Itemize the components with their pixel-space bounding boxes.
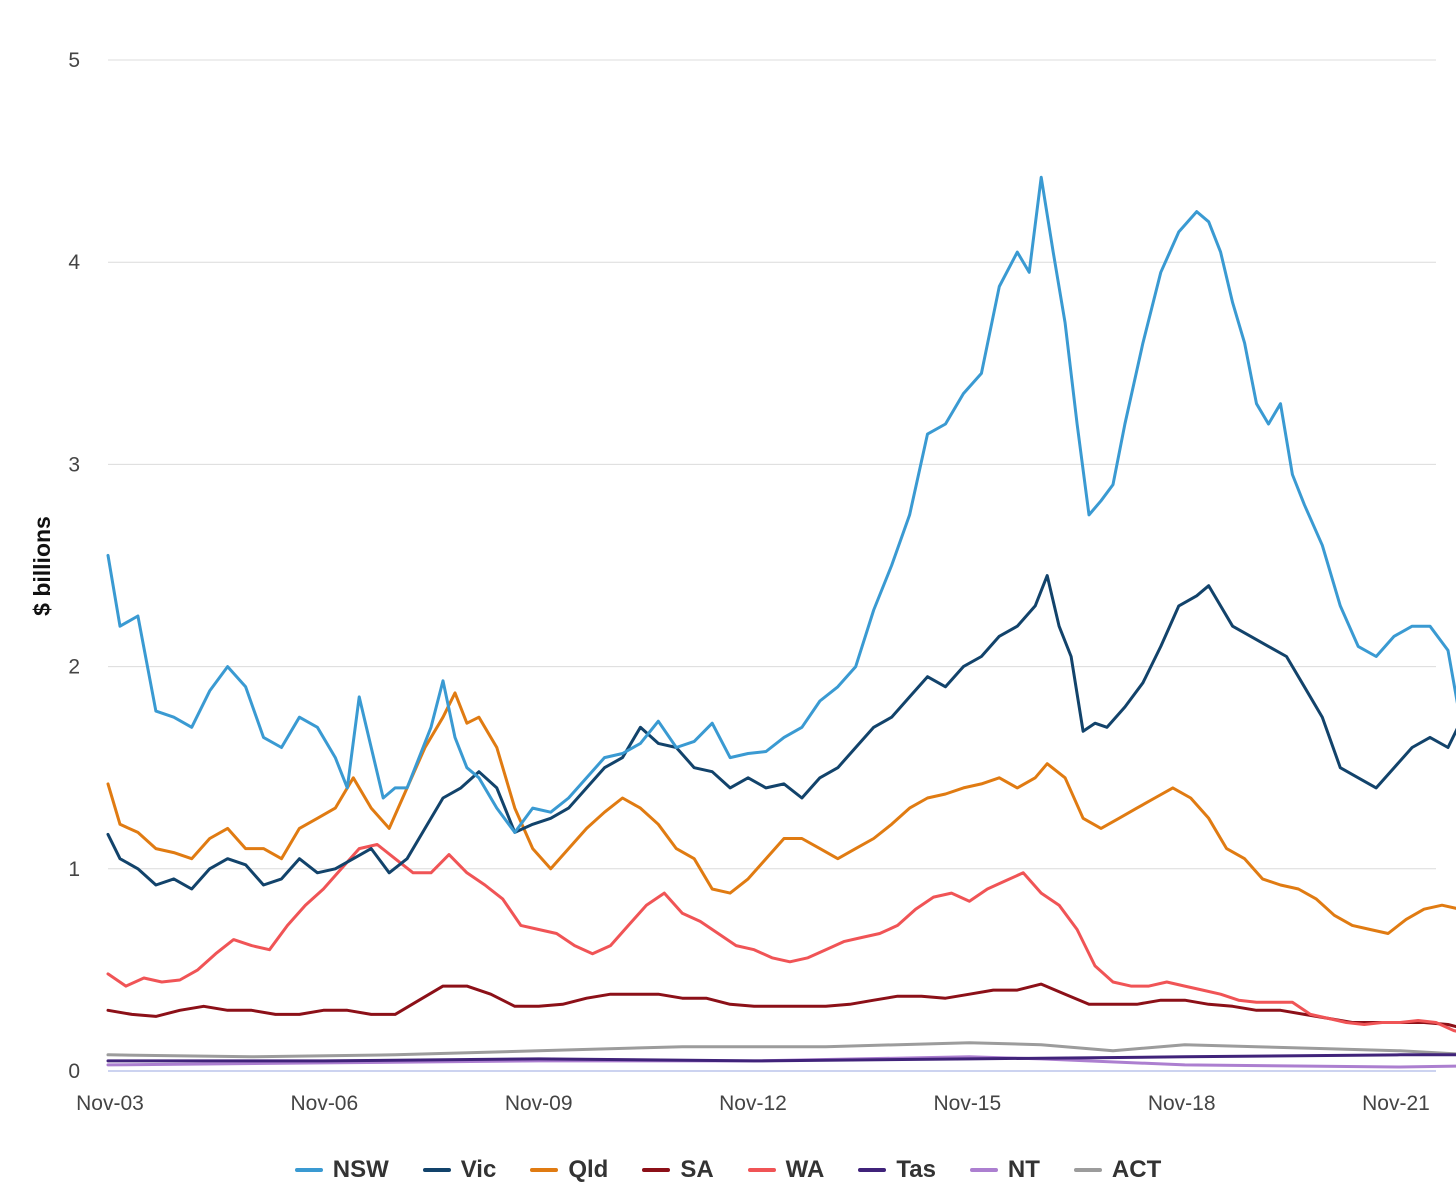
legend-swatch <box>642 1168 671 1172</box>
legend-item-act[interactable]: ACT <box>1073 1156 1162 1184</box>
series-line-qld <box>106 691 1456 935</box>
legend-label: ACT <box>1111 1156 1162 1183</box>
y-tick-label: 0 <box>68 1060 80 1083</box>
legend-swatch <box>858 1168 887 1172</box>
series-line-act <box>106 1041 1456 1059</box>
x-tick-label: Nov-21 <box>1362 1092 1430 1115</box>
legend-label: Vic <box>460 1156 497 1183</box>
legend-label: Qld <box>568 1156 609 1183</box>
legend-item-nsw[interactable]: NSW <box>294 1156 389 1184</box>
legend-swatch <box>1073 1168 1102 1172</box>
legend-label: WA <box>785 1156 825 1183</box>
series-line-wa <box>106 843 1456 1033</box>
y-axis-ticks: 0 1 2 3 4 5 <box>68 49 80 1083</box>
legend-label: NT <box>1007 1156 1040 1183</box>
series-line-sa <box>106 982 1456 1029</box>
legend-item-sa[interactable]: SA <box>642 1156 714 1184</box>
x-tick-label: Nov-03 <box>76 1092 144 1115</box>
legend-label: NSW <box>332 1156 389 1183</box>
x-tick-label: Nov-15 <box>933 1092 1001 1115</box>
legend-item-tas[interactable]: Tas <box>858 1156 936 1184</box>
legend-swatch <box>422 1168 451 1172</box>
legend-item-vic[interactable]: Vic <box>422 1156 497 1184</box>
legend-swatch <box>969 1168 998 1172</box>
x-tick-label: Nov-12 <box>719 1092 787 1115</box>
series-line-vic <box>106 574 1456 891</box>
legend-item-wa[interactable]: WA <box>747 1156 825 1184</box>
y-tick-label: 1 <box>68 858 80 881</box>
series-line-tas <box>106 1053 1456 1063</box>
gridlines <box>108 59 1436 870</box>
x-tick-label: Nov-18 <box>1148 1092 1216 1115</box>
legend-label: Tas <box>896 1156 936 1183</box>
legend-swatch <box>294 1168 323 1172</box>
y-axis-label: $ billions <box>29 516 55 616</box>
x-tick-label: Nov-06 <box>290 1092 358 1115</box>
legend-item-qld[interactable]: Qld <box>530 1156 608 1184</box>
series-line-nsw <box>106 175 1456 834</box>
legend-swatch <box>747 1168 776 1172</box>
legend-item-nt[interactable]: NT <box>969 1156 1040 1184</box>
y-tick-label: 4 <box>68 251 80 274</box>
legend: NSW Vic Qld SA WA Tas NT ACT <box>0 1150 1456 1190</box>
series-lines <box>106 175 1456 1069</box>
y-tick-label: 2 <box>68 656 80 679</box>
y-tick-label: 5 <box>68 49 80 72</box>
x-tick-label: Nov-09 <box>505 1092 573 1115</box>
x-axis-ticks: Nov-03 Nov-06 Nov-09 Nov-12 Nov-15 Nov-18 Nov-… <box>76 1092 1430 1115</box>
y-tick-label: 3 <box>68 453 80 476</box>
legend-label: SA <box>680 1156 714 1183</box>
legend-swatch <box>530 1168 559 1172</box>
